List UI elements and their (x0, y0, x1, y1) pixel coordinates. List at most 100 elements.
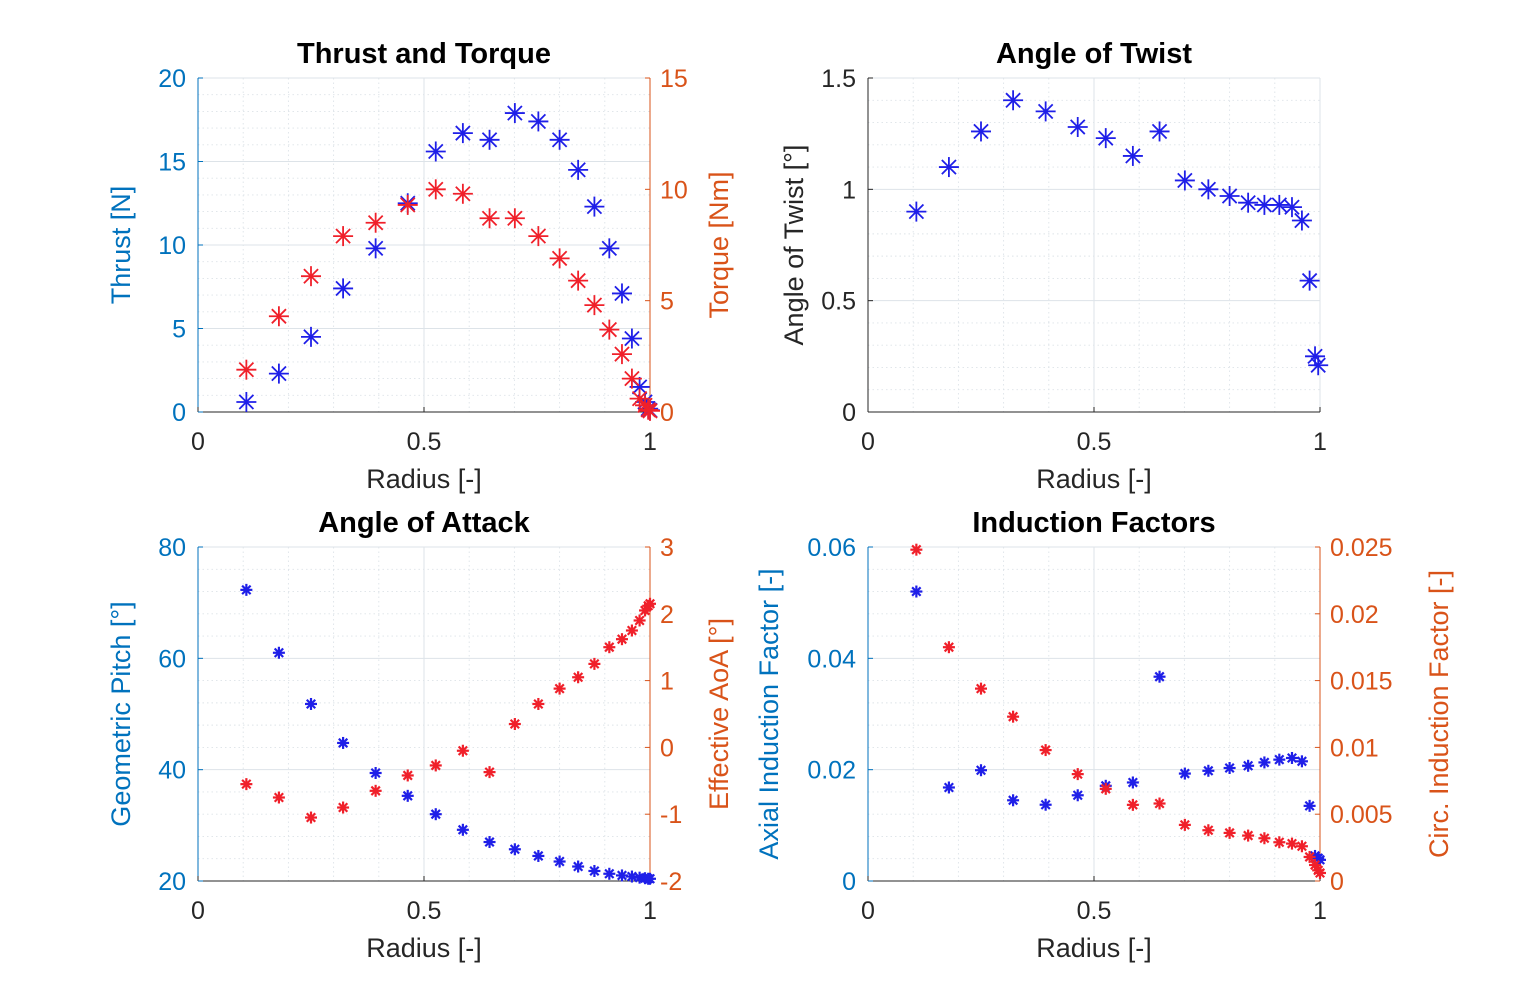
data-point (401, 769, 414, 782)
marker-stroke (1040, 745, 1051, 756)
data-point (971, 121, 991, 142)
data-point (1099, 782, 1112, 795)
data-point (240, 778, 253, 791)
y-tick-label: 0 (842, 399, 856, 427)
data-point (1149, 121, 1170, 142)
marker-stroke (911, 544, 922, 555)
data-point (365, 212, 386, 233)
marker-stroke (530, 113, 547, 130)
marker-stroke (589, 865, 600, 876)
marker-stroke (601, 240, 618, 257)
marker-stroke (400, 197, 416, 213)
marker-stroke (1072, 790, 1083, 801)
marker-stroke (428, 181, 444, 198)
data-point (301, 266, 321, 287)
x-tick-label: 0.5 (1077, 897, 1112, 925)
y-tick-label: 0 (172, 399, 186, 427)
marker-stroke (973, 123, 989, 140)
data-point (1202, 764, 1215, 777)
data-point (621, 328, 642, 349)
marker-stroke (1286, 752, 1297, 763)
x-axis-label: Radius [-] (366, 933, 482, 963)
marker-stroke (1243, 830, 1254, 841)
y-axis-right-label: Circ. Induction Factor [-] (1424, 570, 1454, 858)
data-point (1095, 128, 1116, 149)
data-point (644, 872, 656, 885)
data-point (588, 657, 601, 670)
data-point (568, 270, 589, 291)
marker-stroke (1243, 760, 1254, 771)
marker-stroke (624, 330, 640, 347)
marker-stroke (1259, 757, 1270, 768)
data-point (1273, 836, 1286, 849)
marker-stroke (911, 586, 922, 597)
y-right-tick-label: 0.025 (1330, 534, 1393, 562)
data-point (1126, 776, 1139, 789)
marker-stroke (303, 268, 319, 284)
data-point (549, 248, 570, 269)
data-point (504, 103, 525, 124)
y-right-tick-label: -1 (660, 801, 682, 829)
marker-stroke (367, 215, 384, 231)
marker-stroke (975, 765, 987, 776)
data-point (1178, 767, 1191, 780)
data-point (1285, 837, 1298, 850)
data-point (236, 359, 257, 380)
marker-stroke (509, 719, 520, 730)
marker-stroke (614, 285, 630, 302)
marker-stroke (1310, 859, 1321, 870)
y-right-tick-label: 0.01 (1330, 734, 1379, 762)
y-tick-label: 10 (158, 232, 186, 260)
data-point (906, 201, 927, 222)
grid-lines (867, 77, 1321, 413)
y-tick-label: 20 (158, 65, 186, 93)
grid-lines (197, 77, 651, 413)
marker-stroke (241, 779, 252, 790)
data-point (942, 781, 955, 794)
marker-stroke (626, 871, 637, 882)
data-point (1071, 768, 1084, 781)
x-tick-label: 1 (1313, 897, 1327, 925)
marker-stroke (273, 792, 284, 803)
marker-stroke (1008, 795, 1019, 806)
series-red (910, 543, 1326, 879)
data-point (615, 869, 628, 882)
x-axis-label: Radius [-] (1036, 933, 1152, 963)
data-point (975, 682, 987, 695)
marker-stroke (1274, 754, 1285, 765)
marker-stroke (614, 346, 630, 362)
marker-stroke (644, 598, 656, 609)
marker-stroke (589, 658, 600, 669)
marker-stroke (554, 856, 565, 867)
y-axis-label: Thrust [N] (106, 186, 136, 305)
marker-stroke (1310, 357, 1326, 373)
data-point (479, 208, 500, 229)
data-point (584, 196, 605, 217)
data-point (1238, 192, 1259, 213)
x-tick-label: 0 (861, 428, 875, 456)
marker-stroke (1037, 103, 1054, 120)
series-blue (240, 583, 656, 885)
data-point (572, 860, 585, 873)
y-tick-label: 1 (842, 176, 856, 204)
marker-stroke (626, 625, 637, 636)
grid-lines (197, 546, 651, 882)
marker-stroke (586, 297, 603, 313)
y-right-tick-label: 1 (660, 668, 674, 696)
data-point (603, 867, 616, 880)
marker-stroke (1203, 825, 1214, 836)
data-point (365, 238, 386, 259)
data-point (401, 789, 414, 802)
data-point (615, 633, 628, 646)
data-point (301, 326, 321, 347)
data-point (1039, 744, 1052, 757)
series-red (240, 597, 656, 824)
data-point (1126, 798, 1139, 811)
marker-stroke (273, 647, 284, 658)
y-tick-label: 15 (158, 149, 186, 177)
marker-stroke (1296, 756, 1307, 767)
y-tick-label: 0.06 (807, 534, 856, 562)
data-point (456, 823, 469, 836)
data-point (1223, 826, 1236, 839)
data-point (236, 391, 257, 412)
